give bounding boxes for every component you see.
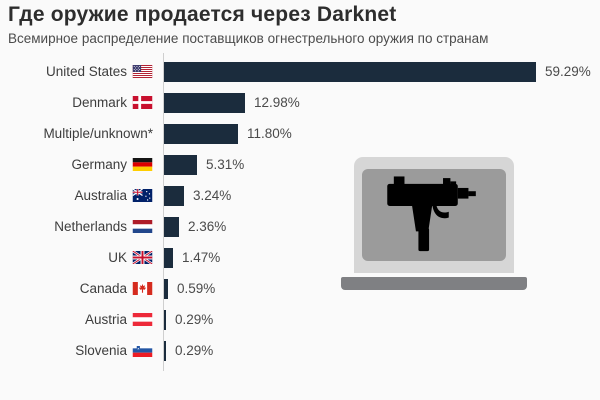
bar-cell: 12.98% bbox=[158, 87, 300, 118]
bar-cell: 59.29% bbox=[158, 56, 591, 87]
country-label: United States bbox=[45, 64, 127, 79]
bar-cell: 2.36% bbox=[158, 211, 226, 242]
label-cell: Netherlands bbox=[0, 219, 158, 234]
country-label: Canada bbox=[79, 281, 127, 296]
chart-header: Где оружие продается через Darknet Всеми… bbox=[8, 3, 592, 46]
label-cell: Austria bbox=[0, 312, 158, 327]
value-label: 2.36% bbox=[188, 219, 227, 234]
country-label: Multiple/unknown* bbox=[43, 126, 153, 141]
chart-subtitle: Всемирное распределение поставщиков огне… bbox=[8, 31, 489, 46]
label-cell: Denmark bbox=[0, 95, 158, 110]
label-cell: Multiple/unknown* bbox=[0, 126, 158, 141]
chart-row: Germany 5.31% bbox=[0, 149, 600, 180]
bar bbox=[164, 216, 179, 237]
bar-chart: United States 59.29% Denmark 12.98% Multiple… bbox=[0, 53, 600, 371]
flag-si-icon bbox=[132, 344, 153, 357]
country-label: Austria bbox=[84, 312, 127, 327]
value-label: 59.29% bbox=[545, 64, 591, 79]
bar bbox=[164, 309, 166, 330]
flag-at-icon bbox=[132, 313, 153, 326]
chart-title: Где оружие продается через Darknet bbox=[8, 3, 397, 26]
chart-row: Austria 0.29% bbox=[0, 304, 600, 335]
value-label: 5.31% bbox=[206, 157, 245, 172]
country-label: Germany bbox=[71, 157, 127, 172]
bar-cell: 0.29% bbox=[158, 304, 213, 335]
value-label: 0.59% bbox=[177, 281, 216, 296]
value-label: 1.47% bbox=[182, 250, 221, 265]
label-cell: Germany bbox=[0, 157, 158, 172]
label-cell: UK bbox=[0, 250, 158, 265]
bar bbox=[164, 278, 168, 299]
flag-us-icon bbox=[132, 65, 153, 78]
chart-row: United States 59.29% bbox=[0, 56, 600, 87]
label-cell: Slovenia bbox=[0, 343, 158, 358]
value-label: 3.24% bbox=[193, 188, 232, 203]
value-label: 0.29% bbox=[175, 312, 214, 327]
bar-cell: 3.24% bbox=[158, 180, 231, 211]
bar bbox=[164, 154, 197, 175]
chart-row: Canada 0.59% bbox=[0, 273, 600, 304]
value-label: 11.80% bbox=[247, 126, 292, 141]
bar bbox=[164, 92, 245, 113]
laptop-base bbox=[341, 277, 527, 290]
bar bbox=[164, 340, 166, 361]
y-axis-line bbox=[163, 53, 164, 371]
bar bbox=[164, 247, 173, 268]
bar bbox=[164, 123, 238, 144]
chart-row: Denmark 12.98% bbox=[0, 87, 600, 118]
value-label: 0.29% bbox=[175, 343, 214, 358]
label-cell: United States bbox=[0, 64, 158, 79]
country-label: UK bbox=[108, 250, 127, 265]
flag-nl-icon bbox=[132, 220, 153, 233]
country-label: Denmark bbox=[72, 95, 127, 110]
chart-row: Netherlands 2.36% bbox=[0, 211, 600, 242]
flag-uk-icon bbox=[132, 251, 153, 264]
country-label: Australia bbox=[74, 188, 127, 203]
label-cell: Australia bbox=[0, 188, 158, 203]
chart-row: Slovenia 0.29% bbox=[0, 335, 600, 366]
laptop-body bbox=[354, 157, 514, 273]
bar bbox=[164, 185, 184, 206]
flag-dk-icon bbox=[132, 96, 153, 109]
bar-cell: 0.29% bbox=[158, 335, 213, 366]
chart-row: UK 1.47% bbox=[0, 242, 600, 273]
flag-ca-icon bbox=[132, 282, 153, 295]
uzi-gun-icon bbox=[387, 176, 476, 252]
chart-rows: United States 59.29% Denmark 12.98% Multiple… bbox=[0, 56, 600, 366]
country-label: Slovenia bbox=[75, 343, 127, 358]
value-label: 12.98% bbox=[254, 95, 300, 110]
chart-row: Australia 3.24% bbox=[0, 180, 600, 211]
laptop-screen bbox=[362, 169, 506, 261]
bar bbox=[164, 61, 536, 82]
bar-cell: 11.80% bbox=[158, 118, 292, 149]
bar-cell: 0.59% bbox=[158, 273, 215, 304]
laptop-illustration bbox=[341, 157, 527, 290]
bar-cell: 1.47% bbox=[158, 242, 220, 273]
chart-row: Multiple/unknown* 11.80% bbox=[0, 118, 600, 149]
flag-de-icon bbox=[132, 158, 153, 171]
flag-au-icon bbox=[132, 189, 153, 202]
country-label: Netherlands bbox=[54, 219, 127, 234]
bar-cell: 5.31% bbox=[158, 149, 244, 180]
label-cell: Canada bbox=[0, 281, 158, 296]
